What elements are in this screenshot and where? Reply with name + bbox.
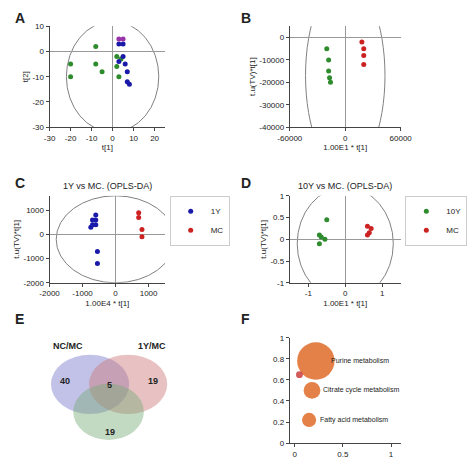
svg-text:10Y vs MC. (OPLS-DA): 10Y vs MC. (OPLS-DA) — [298, 181, 392, 191]
svg-text:t[2]: t[2] — [21, 71, 30, 82]
svg-text:1Y/MC: 1Y/MC — [138, 341, 166, 351]
svg-text:1000: 1000 — [26, 206, 44, 215]
svg-text:19: 19 — [105, 427, 115, 437]
svg-text:-20: -20 — [65, 134, 77, 143]
svg-text:19: 19 — [148, 376, 158, 386]
svg-text:0: 0 — [280, 439, 285, 448]
svg-text:E: E — [15, 311, 24, 327]
svg-text:-20000: -20000 — [259, 78, 284, 87]
svg-text:0: 0 — [292, 450, 297, 459]
svg-text:1.00E4 * t[1]: 1.00E4 * t[1] — [85, 299, 129, 308]
svg-text:0.2: 0.2 — [273, 418, 285, 427]
svg-text:-2000: -2000 — [39, 289, 60, 298]
svg-text:t.u(TV)*t[1]: t.u(TV)*t[1] — [12, 220, 21, 259]
svg-text:0.5: 0.5 — [337, 450, 349, 459]
svg-text:5: 5 — [107, 380, 112, 390]
svg-text:F: F — [241, 311, 250, 327]
svg-text:1.00E1 * t[1]: 1.00E1 * t[1] — [323, 299, 367, 308]
svg-text:MC: MC — [446, 226, 459, 235]
svg-text:1Y vs MC. (OPLS-DA): 1Y vs MC. (OPLS-DA) — [63, 181, 152, 191]
svg-text:1.00E1 * t[1]: 1.00E1 * t[1] — [323, 143, 367, 152]
svg-text:-60000: -60000 — [277, 134, 302, 143]
svg-text:-1000: -1000 — [72, 289, 93, 298]
svg-text:D: D — [241, 175, 251, 191]
svg-text:20: 20 — [150, 134, 159, 143]
svg-text:10: 10 — [35, 22, 44, 31]
svg-text:0.5: 0.5 — [273, 213, 285, 222]
svg-text:0.4: 0.4 — [273, 397, 285, 406]
svg-text:1: 1 — [380, 289, 385, 298]
svg-text:-20: -20 — [32, 98, 44, 107]
svg-text:1Y: 1Y — [211, 207, 221, 216]
svg-text:0: 0 — [40, 47, 45, 56]
svg-text:B: B — [241, 10, 251, 26]
svg-text:10Y: 10Y — [446, 207, 461, 216]
svg-text:1: 1 — [280, 334, 285, 343]
svg-text:-1000: -1000 — [24, 254, 45, 263]
svg-text:0: 0 — [343, 134, 348, 143]
svg-text:0: 0 — [280, 235, 285, 244]
svg-text:t.u(TV)*t[1]: t.u(TV)*t[1] — [259, 220, 268, 259]
svg-text:0: 0 — [113, 289, 118, 298]
svg-text:0: 0 — [110, 134, 115, 143]
svg-text:MC: MC — [211, 226, 224, 235]
svg-text:t.u(TV)*t[1]: t.u(TV)*t[1] — [248, 57, 257, 96]
svg-text:C: C — [15, 175, 25, 191]
svg-text:-30: -30 — [44, 134, 56, 143]
svg-text:A: A — [15, 10, 25, 26]
svg-text:-2000: -2000 — [24, 279, 45, 288]
svg-text:40: 40 — [60, 376, 70, 386]
svg-text:0.6: 0.6 — [273, 376, 285, 385]
svg-text:0: 0 — [40, 230, 45, 239]
svg-text:-1: -1 — [305, 289, 313, 298]
svg-text:0: 0 — [280, 33, 285, 42]
svg-text:Purine metabolism: Purine metabolism — [331, 357, 389, 364]
svg-text:-1: -1 — [277, 279, 285, 288]
svg-text:0.8: 0.8 — [273, 355, 285, 364]
svg-text:1000: 1000 — [140, 289, 158, 298]
svg-text:-40000: -40000 — [259, 123, 284, 132]
svg-text:60000: 60000 — [390, 134, 413, 143]
svg-text:-0.5: -0.5 — [270, 257, 284, 266]
svg-text:-10: -10 — [86, 134, 98, 143]
svg-text:1: 1 — [280, 192, 285, 201]
svg-text:NC/MC: NC/MC — [53, 341, 83, 351]
svg-text:t[1]: t[1] — [102, 143, 113, 152]
svg-text:0: 0 — [343, 289, 348, 298]
svg-text:10: 10 — [129, 134, 138, 143]
svg-text:Fatty acid metabolism: Fatty acid metabolism — [320, 416, 388, 424]
svg-text:1: 1 — [389, 450, 394, 459]
svg-text:-10: -10 — [32, 73, 44, 82]
svg-text:-10000: -10000 — [259, 56, 284, 65]
svg-text:-30000: -30000 — [259, 100, 284, 109]
svg-text:-30: -30 — [32, 123, 44, 132]
svg-text:Citrate cycle metabolism: Citrate cycle metabolism — [323, 386, 399, 394]
